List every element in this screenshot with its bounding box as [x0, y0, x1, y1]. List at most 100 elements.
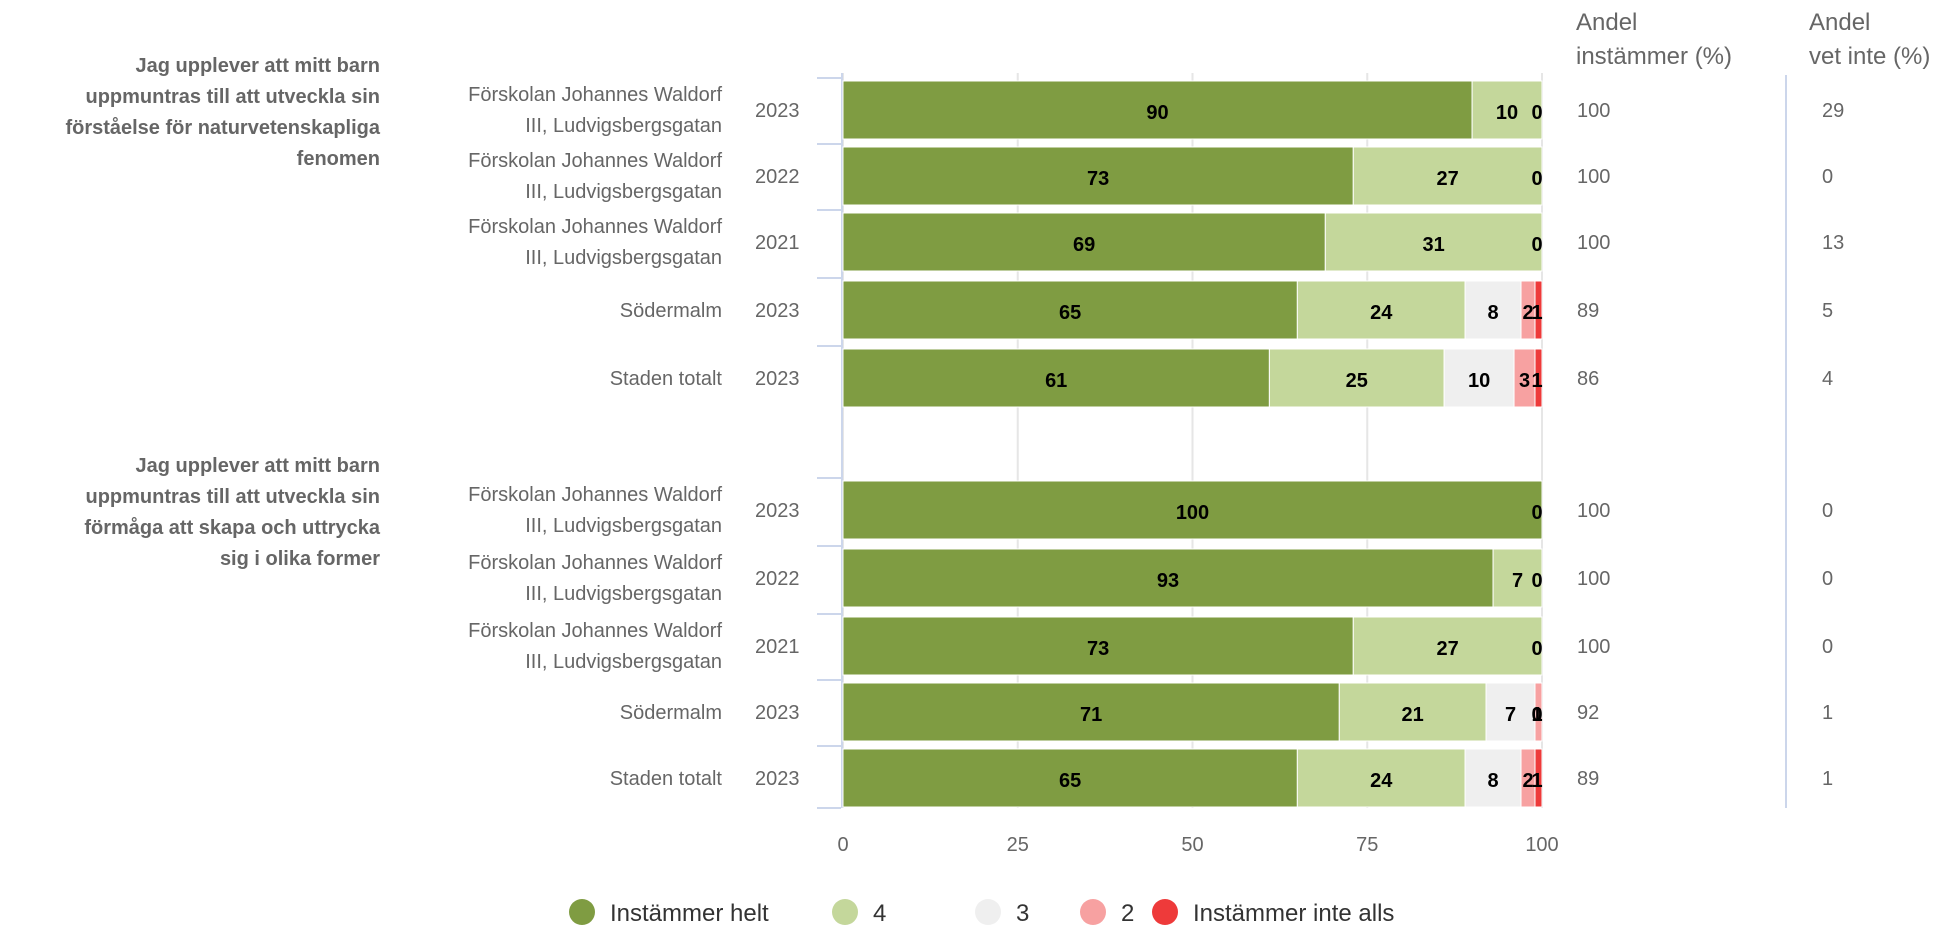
data-label: 10: [1468, 370, 1490, 392]
data-label: 73: [1087, 168, 1109, 190]
value-andel-instammer: 92: [1577, 702, 1599, 724]
value-andel-instammer: 100: [1577, 500, 1610, 522]
legend-swatch: [1080, 899, 1106, 925]
bar-segment[interactable]: [842, 548, 1494, 608]
row-year: 2021: [755, 232, 800, 254]
data-label: 2: [1522, 770, 1533, 792]
bar-segment[interactable]: [842, 80, 1473, 140]
bar-segment[interactable]: [1296, 748, 1466, 808]
row-year: 2022: [755, 166, 800, 188]
bar-segment[interactable]: [842, 480, 1543, 540]
value-andel-vet-inte: 0: [1822, 166, 1833, 188]
bar-segment[interactable]: [1534, 348, 1543, 408]
value-andel-instammer: 86: [1577, 368, 1599, 390]
value-andel-instammer: 100: [1577, 166, 1610, 188]
legend-swatch: [1152, 899, 1178, 925]
bar-segment[interactable]: [1534, 748, 1543, 808]
bar-segment[interactable]: [842, 748, 1298, 808]
bar-segment[interactable]: [842, 280, 1298, 340]
x-tick-label: 100: [1525, 834, 1558, 856]
bar-segment[interactable]: [1471, 80, 1543, 140]
data-label: 8: [1488, 770, 1499, 792]
col-header-andel-vet-inte: vet inte (%): [1809, 43, 1930, 70]
value-andel-vet-inte: 0: [1822, 500, 1833, 522]
row-label: Förskolan Johannes Waldorf: [468, 552, 722, 574]
legend-item[interactable]: 2: [1080, 899, 1134, 926]
row-label: III, Ludvigsbergsgatan: [525, 247, 722, 269]
data-label: 65: [1059, 302, 1081, 324]
data-label: 0: [1531, 234, 1542, 256]
legend-item[interactable]: 4: [832, 899, 886, 926]
value-andel-instammer: 100: [1577, 100, 1610, 122]
bar-segment[interactable]: [1534, 280, 1543, 340]
data-label: 24: [1370, 770, 1393, 792]
bar-segment[interactable]: [1324, 212, 1543, 272]
value-andel-vet-inte: 0: [1822, 636, 1833, 658]
row-year: 2023: [755, 500, 800, 522]
bar-segment[interactable]: [1485, 682, 1536, 742]
x-tick-label: 0: [837, 834, 848, 856]
legend-label: 4: [873, 900, 886, 926]
value-andel-instammer: 89: [1577, 768, 1599, 790]
legend-item[interactable]: Instämmer helt: [569, 899, 769, 926]
row-label: Staden totalt: [610, 368, 723, 390]
data-label: 27: [1437, 168, 1459, 190]
x-tick-label: 25: [1007, 834, 1029, 856]
bar-segment[interactable]: [1296, 280, 1466, 340]
legend[interactable]: Instämmer helt 4 3 2 Instämmer inte alls: [569, 899, 1394, 926]
row-year: 2023: [755, 300, 800, 322]
row-label: III, Ludvigsbergsgatan: [525, 651, 722, 673]
row-labels: Jag upplever att mitt barn uppmuntras til…: [65, 55, 799, 790]
question-title: förmåga att skapa och uttrycka: [84, 516, 381, 539]
value-andel-instammer: 100: [1577, 568, 1610, 590]
legend-item[interactable]: Instämmer inte alls: [1152, 899, 1394, 926]
row-label: III, Ludvigsbergsgatan: [525, 115, 722, 137]
legend-item[interactable]: 3: [975, 899, 1029, 926]
bar-segment[interactable]: [842, 212, 1326, 272]
value-andel-instammer: 100: [1577, 636, 1610, 658]
row-year: 2023: [755, 368, 800, 390]
value-andel-vet-inte: 1: [1822, 702, 1833, 724]
question-title: Jag upplever att mitt barn: [136, 455, 381, 477]
legend-label: 3: [1016, 900, 1029, 926]
data-label: 65: [1059, 770, 1081, 792]
bar-segment[interactable]: [1464, 280, 1522, 340]
value-andel-vet-inte: 1: [1822, 768, 1833, 790]
bar-segment[interactable]: [842, 348, 1270, 408]
data-label: 10: [1496, 102, 1518, 124]
data-label: 0: [1531, 638, 1542, 660]
data-label: 69: [1073, 234, 1095, 256]
x-axis: 0 25 50 75 100: [837, 834, 1558, 856]
row-year: 2021: [755, 636, 800, 658]
data-label: 7: [1512, 570, 1523, 592]
row-label: Förskolan Johannes Waldorf: [468, 150, 722, 172]
value-andel-vet-inte: 13: [1822, 232, 1844, 254]
question-title: förståelse för naturvetenskapliga: [65, 116, 380, 139]
data-label: 7: [1505, 704, 1516, 726]
row-year: 2023: [755, 100, 800, 122]
bar-segment[interactable]: [1492, 548, 1543, 608]
bar-segment[interactable]: [1443, 348, 1515, 408]
bar-segment[interactable]: [1268, 348, 1445, 408]
row-label: Södermalm: [620, 300, 722, 322]
bar-segment[interactable]: [1464, 748, 1522, 808]
row-year: 2022: [755, 568, 800, 590]
legend-swatch: [975, 899, 1001, 925]
bar-segment[interactable]: [842, 146, 1354, 206]
bar-segment[interactable]: [1534, 682, 1543, 742]
data-label: 0: [1531, 502, 1542, 524]
data-label: 90: [1146, 102, 1168, 124]
value-andel-instammer: 100: [1577, 232, 1610, 254]
data-label: 1: [1531, 704, 1542, 726]
row-label: Förskolan Johannes Waldorf: [468, 484, 722, 506]
data-label: 93: [1157, 570, 1179, 592]
row-label: Förskolan Johannes Waldorf: [468, 84, 722, 106]
data-label: 2: [1522, 302, 1533, 324]
bar-segment[interactable]: [842, 616, 1354, 676]
bar-segment[interactable]: [1352, 616, 1543, 676]
bar-segment[interactable]: [1352, 146, 1543, 206]
data-label: 21: [1402, 704, 1424, 726]
row-label: Förskolan Johannes Waldorf: [468, 620, 722, 642]
